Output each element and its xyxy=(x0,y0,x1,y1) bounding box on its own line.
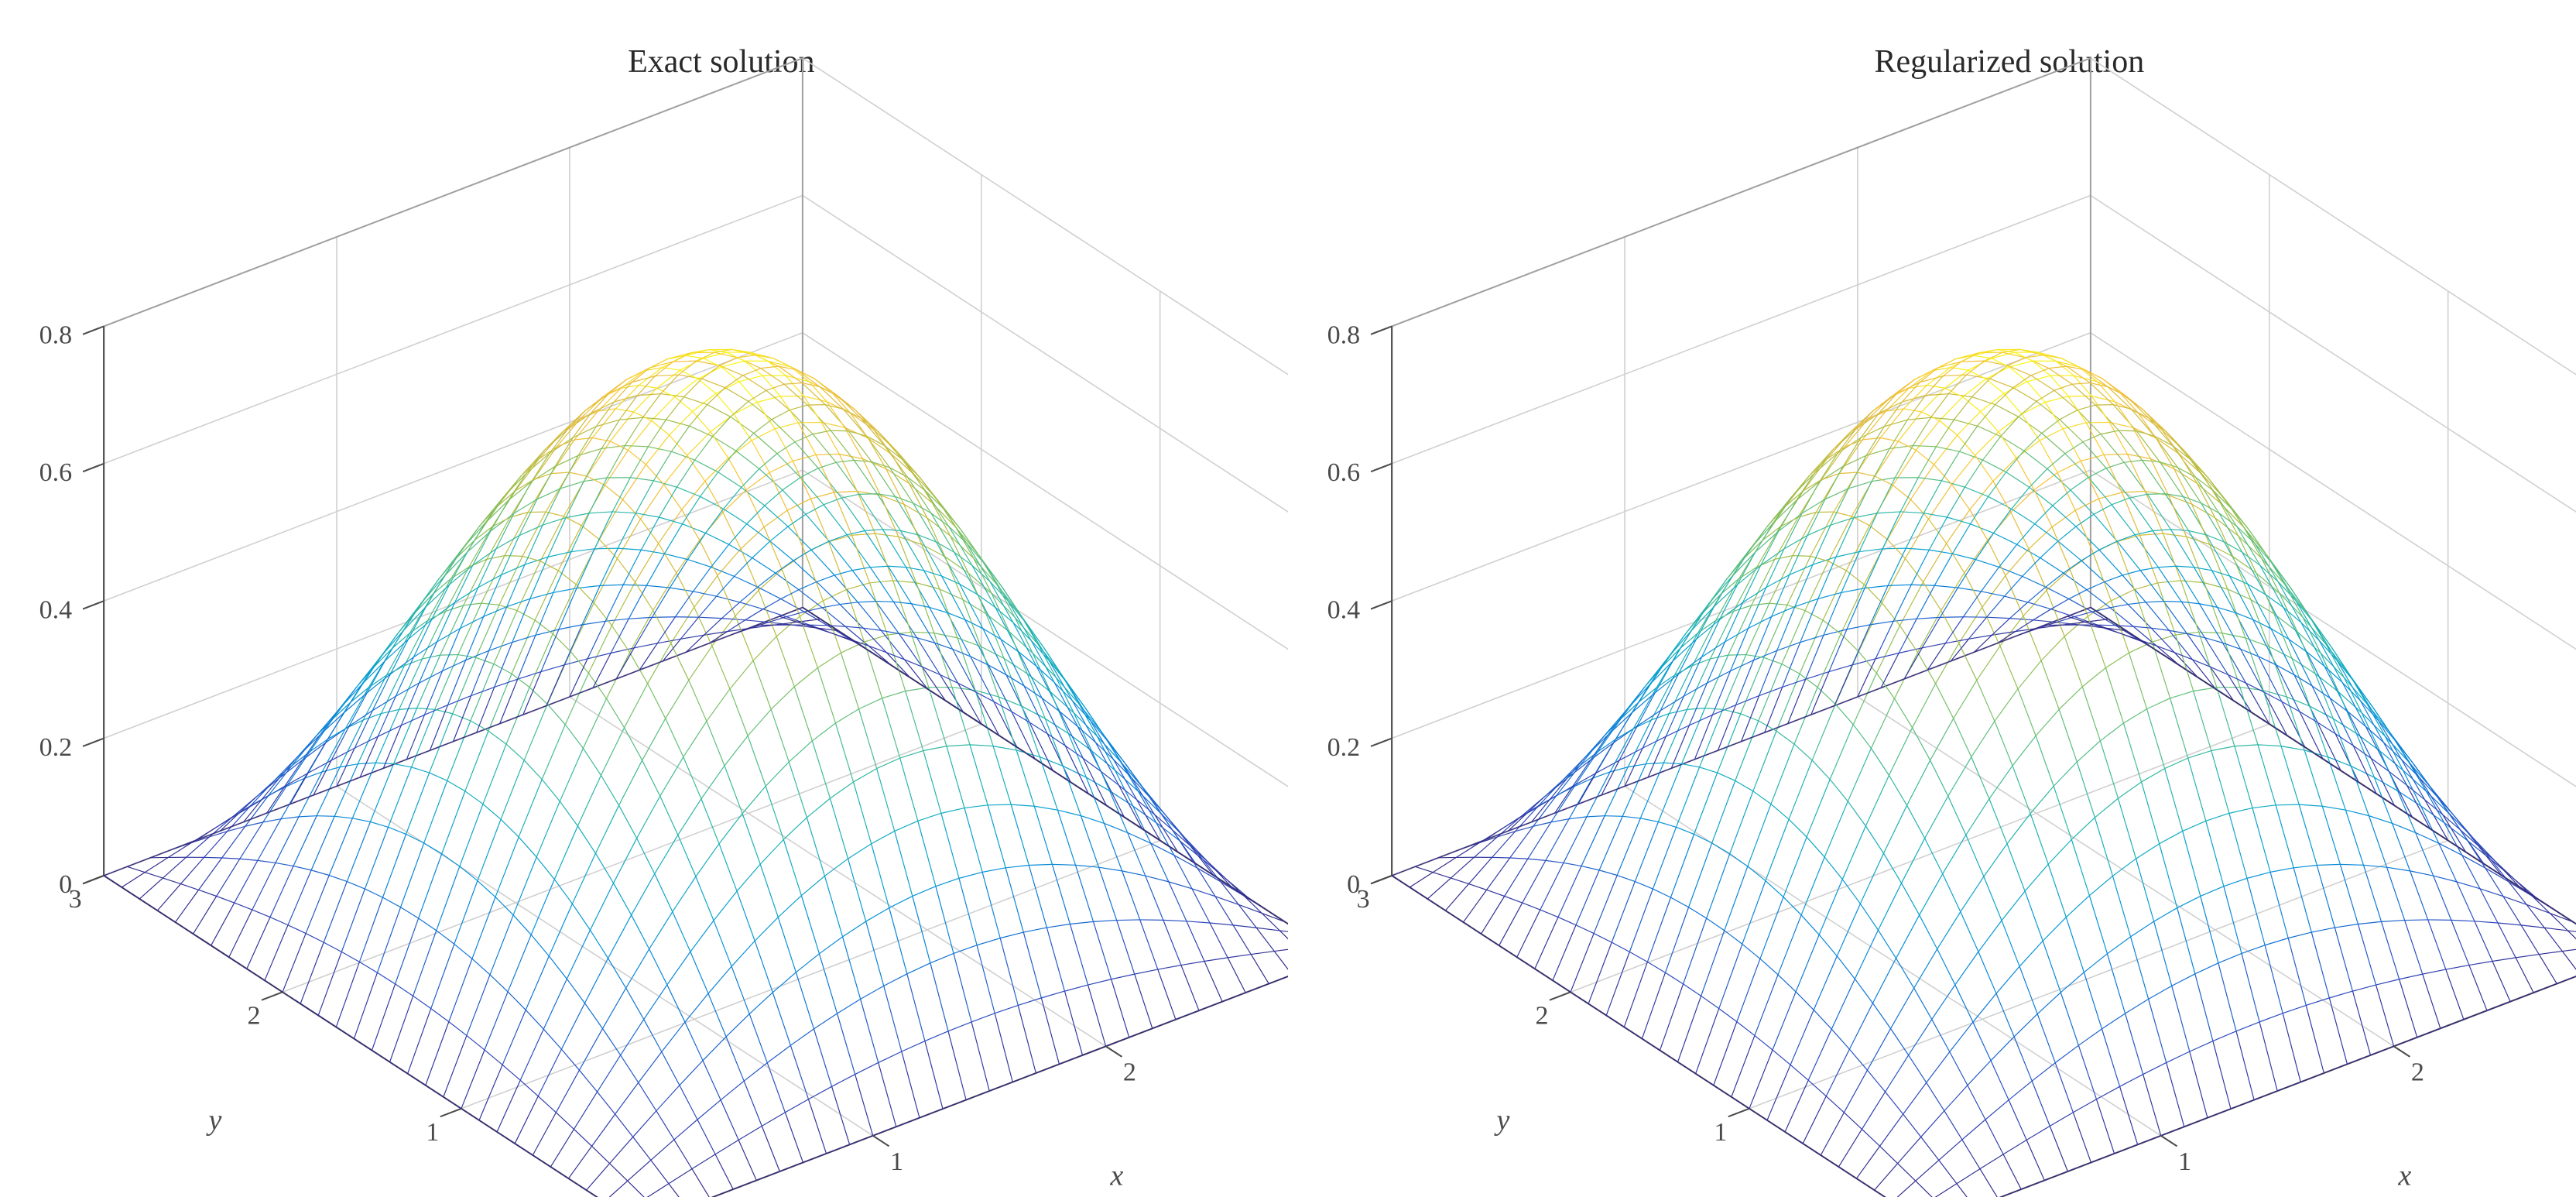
z-tick-label: 0.6 xyxy=(1327,458,1361,487)
z-tick-label: 0 xyxy=(59,870,72,899)
surface-mesh xyxy=(1392,349,2576,1197)
y-tick-label: 2 xyxy=(247,1001,260,1030)
panel-b: Regularized solution0123012300.20.40.60.… xyxy=(1288,0,2576,1197)
y-tick-label: 1 xyxy=(426,1118,439,1147)
x-tick-label: 1 xyxy=(2178,1147,2191,1176)
y-tick-label: 1 xyxy=(1714,1118,1727,1147)
y-axis-label: y xyxy=(1494,1104,1510,1137)
z-tick-label: 0.8 xyxy=(1327,321,1361,350)
x-tick-label: 2 xyxy=(1123,1058,1136,1087)
y-tick-label: 2 xyxy=(1535,1001,1548,1030)
z-tick-label: 0.8 xyxy=(39,321,73,350)
z-tick-label: 0 xyxy=(1347,870,1360,899)
plot-title: Exact solution xyxy=(628,44,814,80)
surface-mesh xyxy=(104,349,1288,1197)
z-tick-label: 0.4 xyxy=(1327,595,1361,624)
panel-a: Exact solution0123012300.20.40.60.8xyFig… xyxy=(0,0,1288,1197)
x-axis-label: x xyxy=(1109,1159,1123,1192)
z-tick-label: 0.4 xyxy=(39,595,73,624)
surface-plot: Regularized solution0123012300.20.40.60.… xyxy=(1288,0,2576,1197)
surface-plot: Exact solution0123012300.20.40.60.8xyFig… xyxy=(0,0,1288,1197)
x-tick-label: 2 xyxy=(2411,1058,2424,1087)
plot-title: Regularized solution xyxy=(1874,44,2144,80)
x-axis-label: x xyxy=(2397,1159,2411,1192)
z-tick-label: 0.2 xyxy=(1327,733,1361,762)
y-axis-label: y xyxy=(206,1104,222,1137)
z-tick-label: 0.6 xyxy=(39,458,73,487)
z-tick-label: 0.2 xyxy=(39,733,73,762)
x-tick-label: 1 xyxy=(890,1147,903,1176)
